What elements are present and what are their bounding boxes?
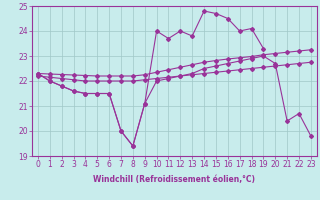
X-axis label: Windchill (Refroidissement éolien,°C): Windchill (Refroidissement éolien,°C): [93, 175, 255, 184]
